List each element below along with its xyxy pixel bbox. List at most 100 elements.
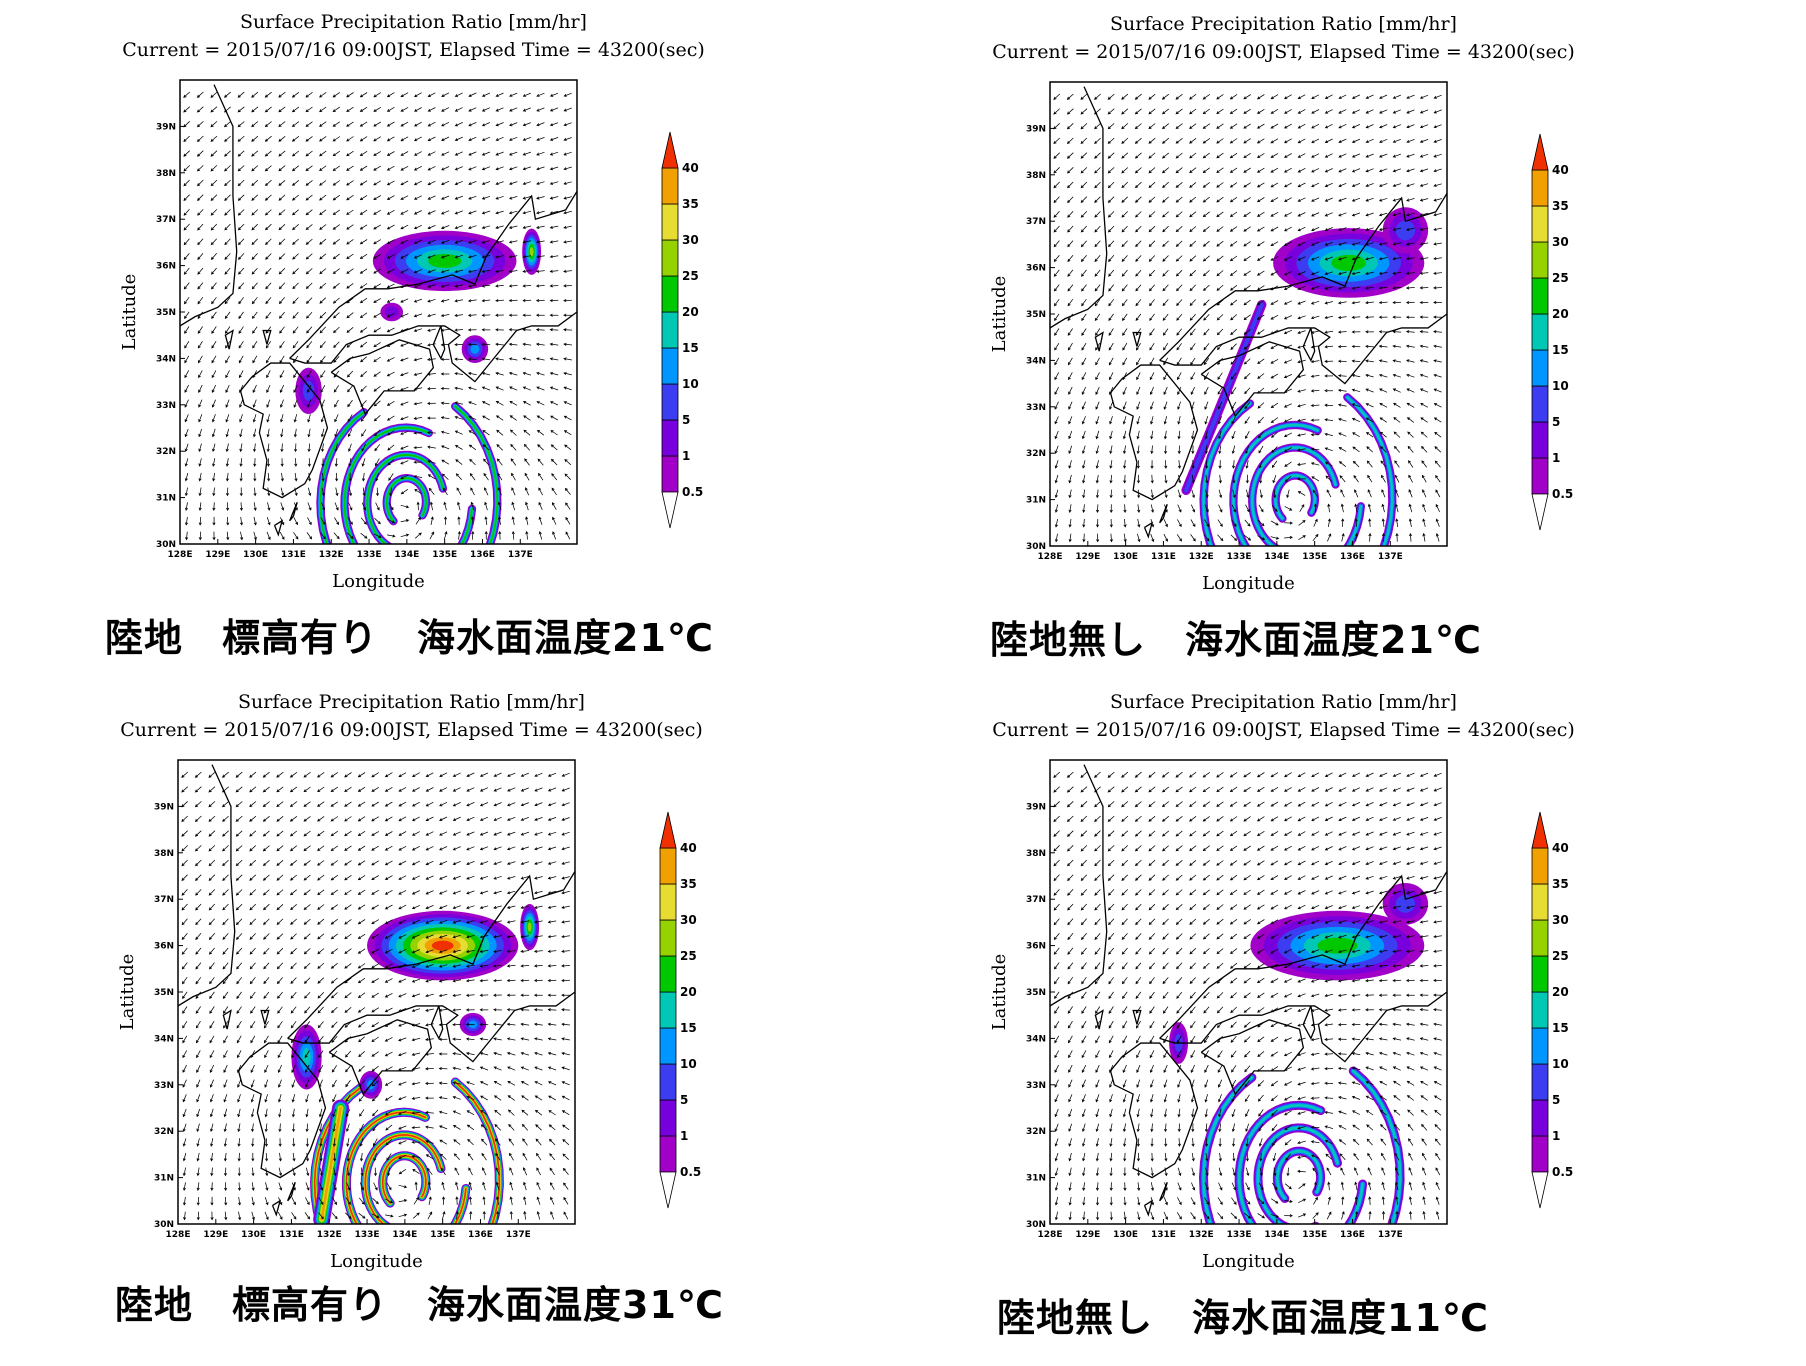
wind-vector-638 — [454, 269, 463, 274]
wind-vector-153 — [235, 786, 243, 793]
chart-title: Surface Precipitation Ratio [mm/hr] — [1110, 13, 1457, 35]
precip-band-1-8 — [320, 1106, 342, 1221]
wind-vector-375 — [1218, 1167, 1223, 1177]
wind-vector-871 — [564, 487, 571, 495]
wind-vector-450 — [373, 298, 381, 303]
wind-vector-223 — [278, 1123, 282, 1133]
wind-vector-599 — [1310, 389, 1320, 393]
wind-vector-204 — [263, 947, 270, 955]
wind-vector-92 — [208, 771, 216, 778]
wind-vector-59 — [1066, 123, 1074, 130]
wind-vector-206 — [263, 918, 270, 926]
wind-vector-70 — [1081, 416, 1086, 425]
wind-vector-682 — [1354, 532, 1359, 542]
wind-vector-294 — [304, 991, 311, 999]
wind-vector-600 — [440, 372, 450, 376]
wind-vector-697 — [1351, 315, 1361, 319]
wind-vector-0 — [183, 1211, 187, 1221]
chart-title: Surface Precipitation Ratio [mm/hr] — [1110, 691, 1457, 713]
wind-vector-318 — [1190, 416, 1195, 425]
wind-vector-30 — [1053, 93, 1061, 100]
wind-vector-542 — [1283, 993, 1292, 998]
wind-vector-851 — [1419, 1008, 1429, 1012]
wind-vector-360 — [330, 933, 338, 940]
wind-vector-514 — [398, 948, 407, 954]
wind-vector-352 — [333, 370, 340, 378]
wind-vector-518 — [400, 210, 409, 215]
x-tick-label-2: 130E — [1113, 1230, 1138, 1240]
wind-vector-190 — [1136, 1152, 1141, 1162]
wind-vector-559 — [428, 1196, 432, 1205]
wind-vector-334 — [317, 860, 325, 866]
wind-vector-134 — [239, 384, 244, 394]
wind-vector-890 — [563, 210, 572, 215]
wind-vector-87 — [1080, 845, 1088, 852]
wind-vector-696 — [1351, 1008, 1361, 1012]
wind-vector-823 — [535, 284, 545, 288]
wind-vector-309 — [1175, 771, 1183, 778]
wind-vector-606 — [1310, 286, 1320, 290]
wind-vector-363 — [1202, 889, 1210, 896]
wind-vector-114 — [1094, 225, 1101, 233]
wind-vector-598 — [440, 401, 450, 405]
wind-vector-346 — [1204, 1138, 1209, 1147]
wind-vector-228 — [277, 1050, 283, 1059]
wind-vector-835 — [534, 787, 543, 792]
wind-vector-202 — [265, 297, 272, 305]
wind-vector-38 — [1068, 1108, 1073, 1118]
wind-vector-659 — [1338, 418, 1347, 422]
wind-vector-798 — [522, 196, 532, 200]
wind-vector-83 — [1080, 225, 1087, 233]
wind-vector-503 — [400, 430, 409, 435]
wind-vector-293 — [1176, 328, 1182, 336]
wind-vector-700 — [479, 949, 489, 953]
wind-vector-255 — [1163, 430, 1167, 440]
wind-vector-809 — [1408, 1167, 1413, 1176]
wind-vector-210 — [262, 859, 270, 867]
wind-vector-159 — [251, 1152, 255, 1162]
wind-vector-800 — [522, 166, 532, 171]
wind-vector-464 — [1243, 94, 1251, 100]
wind-vector-571 — [427, 343, 436, 347]
wind-vector-626 — [452, 1124, 461, 1130]
wind-vector-874 — [1434, 446, 1442, 453]
wind-vector-94 — [1095, 1196, 1100, 1206]
colorbar-top-arrow — [661, 131, 679, 169]
wind-vector-742 — [1365, 787, 1374, 792]
wind-vector-123 — [1094, 771, 1101, 778]
wind-vector-82 — [208, 918, 215, 926]
wind-vector-886 — [563, 269, 572, 273]
wind-vector-751 — [507, 1109, 515, 1116]
wind-vector-97 — [225, 472, 230, 482]
wind-vector-485 — [386, 239, 395, 244]
wind-vector-841 — [551, 473, 558, 481]
wind-vector-681 — [1338, 772, 1347, 777]
wind-vector-570 — [427, 357, 436, 362]
wind-vector-293 — [304, 1006, 311, 1014]
wind-vector-236 — [1148, 255, 1156, 262]
wind-vector-748 — [1380, 1152, 1386, 1161]
wind-vector-822 — [535, 298, 545, 303]
wind-vector-511 — [398, 993, 407, 998]
wind-vector-764 — [1378, 242, 1388, 246]
wind-vector-782 — [1393, 1109, 1401, 1116]
wind-vector-45 — [197, 326, 203, 334]
wind-vector-291 — [306, 355, 312, 364]
wind-vector-423 — [357, 919, 366, 925]
wind-vector-227 — [1149, 386, 1154, 396]
wind-vector-226 — [279, 399, 284, 408]
wind-vector-442 — [1244, 416, 1250, 425]
wind-vector-323 — [1190, 343, 1196, 351]
wind-vector-86 — [208, 859, 216, 867]
wind-vector-337 — [317, 816, 325, 822]
wind-vector-72 — [1081, 386, 1087, 396]
wind-vector-124 — [1109, 533, 1113, 543]
wind-vector-605 — [1310, 978, 1320, 983]
wind-vector-790 — [522, 313, 532, 317]
wind-vector-558 — [427, 1211, 433, 1220]
wind-vector-113 — [1094, 918, 1101, 926]
wind-vector-660 — [1337, 403, 1347, 407]
wind-vector-470 — [385, 1139, 393, 1146]
wind-vector-287 — [1177, 416, 1181, 425]
wind-vector-173 — [1121, 269, 1128, 277]
